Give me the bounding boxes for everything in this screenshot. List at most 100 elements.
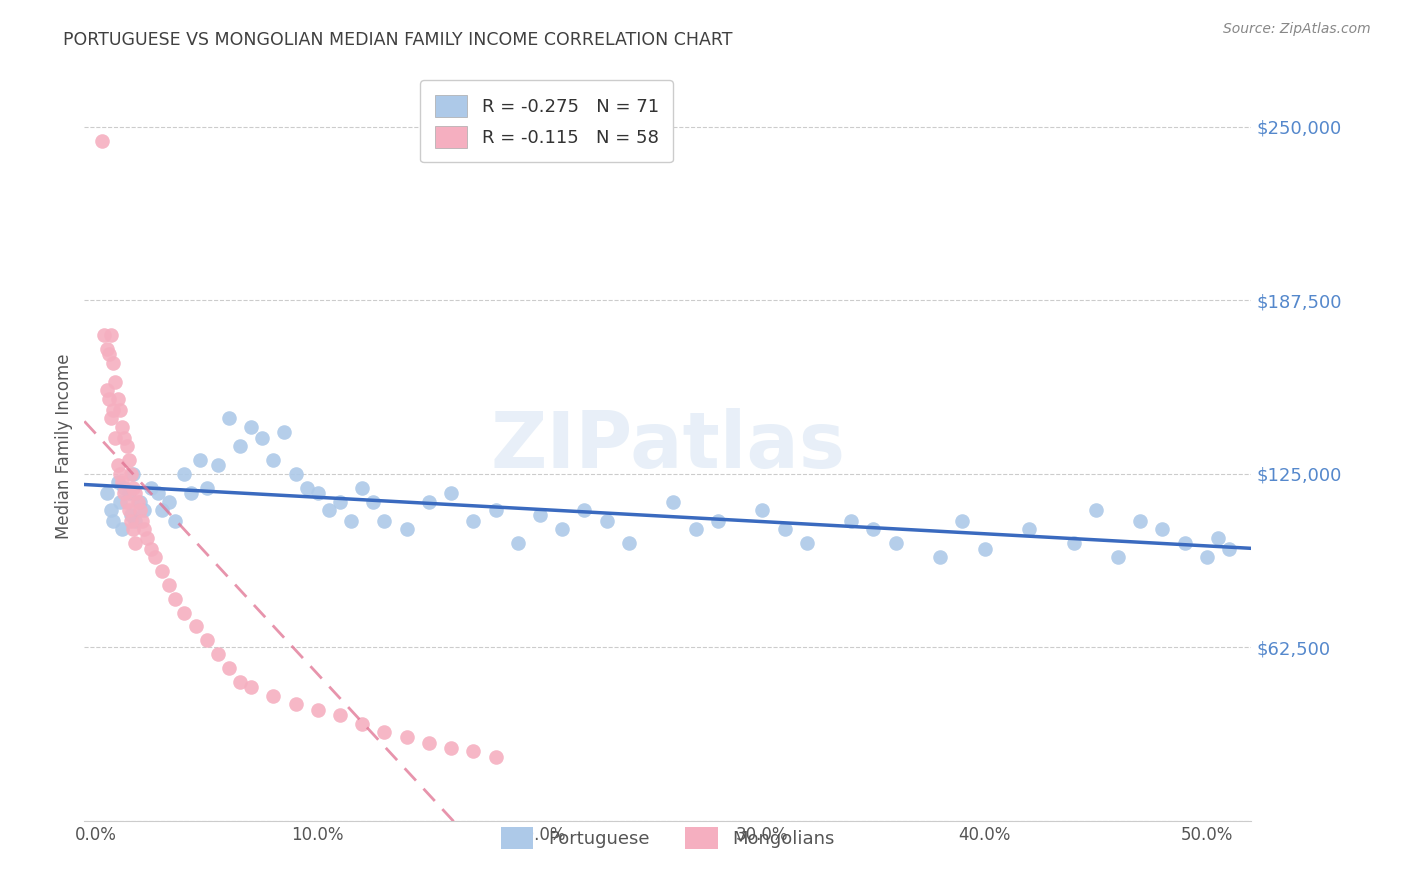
Point — [685, 522, 707, 536]
Y-axis label: Median Family Income: Median Family Income — [55, 353, 73, 539]
Point — [184, 619, 207, 633]
Point — [195, 481, 218, 495]
Point — [1195, 549, 1218, 564]
Point — [340, 514, 363, 528]
Point — [108, 403, 131, 417]
Point — [120, 508, 142, 523]
Point — [173, 467, 195, 481]
Point — [574, 503, 596, 517]
Point — [118, 503, 141, 517]
Point — [139, 481, 162, 495]
Point — [1129, 514, 1152, 528]
Point — [118, 453, 141, 467]
Point — [418, 736, 440, 750]
Point — [1063, 536, 1085, 550]
Point — [120, 467, 142, 481]
Point — [1152, 522, 1174, 536]
Point — [111, 475, 134, 489]
Point — [463, 514, 485, 528]
Point — [157, 578, 180, 592]
Point — [418, 494, 440, 508]
Point — [1084, 503, 1107, 517]
Point — [118, 486, 141, 500]
Point — [129, 494, 152, 508]
Point — [100, 503, 122, 517]
Point — [100, 328, 122, 343]
Point — [150, 503, 173, 517]
Point — [122, 467, 145, 481]
Point — [180, 486, 202, 500]
Point — [796, 536, 818, 550]
Point — [373, 514, 395, 528]
Point — [773, 522, 796, 536]
Point — [395, 731, 418, 745]
Point — [273, 425, 295, 439]
Point — [950, 514, 973, 528]
Point — [284, 697, 307, 711]
Point — [188, 453, 211, 467]
Point — [207, 458, 229, 473]
Point — [120, 514, 142, 528]
Legend: Portuguese, Mongolians: Portuguese, Mongolians — [494, 820, 842, 856]
Text: ZIPatlas: ZIPatlas — [491, 408, 845, 484]
Point — [157, 494, 180, 508]
Point — [131, 514, 153, 528]
Point — [551, 522, 574, 536]
Point — [115, 439, 138, 453]
Point — [165, 514, 187, 528]
Point — [218, 411, 240, 425]
Point — [284, 467, 307, 481]
Text: PORTUGUESE VS MONGOLIAN MEDIAN FAMILY INCOME CORRELATION CHART: PORTUGUESE VS MONGOLIAN MEDIAN FAMILY IN… — [63, 31, 733, 49]
Point — [329, 708, 352, 723]
Point — [96, 342, 118, 356]
Point — [115, 494, 138, 508]
Point — [395, 522, 418, 536]
Point — [318, 503, 340, 517]
Point — [104, 431, 127, 445]
Text: Source: ZipAtlas.com: Source: ZipAtlas.com — [1223, 22, 1371, 37]
Point — [307, 703, 329, 717]
Point — [617, 536, 640, 550]
Point — [129, 503, 152, 517]
Point — [112, 481, 135, 495]
Point — [295, 481, 318, 495]
Point — [112, 431, 135, 445]
Point — [352, 716, 374, 731]
Point — [973, 541, 995, 556]
Point — [484, 503, 506, 517]
Point — [165, 591, 187, 606]
Point — [751, 503, 773, 517]
Point — [103, 514, 125, 528]
Point — [363, 494, 385, 508]
Point — [91, 134, 114, 148]
Point — [440, 486, 463, 500]
Point — [134, 522, 156, 536]
Point — [662, 494, 685, 508]
Point — [134, 503, 156, 517]
Point — [93, 328, 115, 343]
Point — [839, 514, 862, 528]
Point — [108, 467, 131, 481]
Point — [440, 741, 463, 756]
Point — [124, 514, 146, 528]
Point — [146, 486, 169, 500]
Point — [104, 375, 127, 389]
Point — [929, 549, 952, 564]
Point — [1018, 522, 1040, 536]
Point — [1107, 549, 1129, 564]
Point — [111, 419, 134, 434]
Point — [145, 549, 167, 564]
Point — [124, 536, 146, 550]
Point — [96, 486, 118, 500]
Point — [463, 744, 485, 758]
Point — [884, 536, 907, 550]
Point — [97, 347, 120, 361]
Point — [1218, 541, 1240, 556]
Point — [135, 531, 157, 545]
Point — [262, 689, 284, 703]
Point — [307, 486, 329, 500]
Point — [240, 681, 263, 695]
Point — [596, 514, 619, 528]
Point — [103, 403, 125, 417]
Point — [229, 674, 252, 689]
